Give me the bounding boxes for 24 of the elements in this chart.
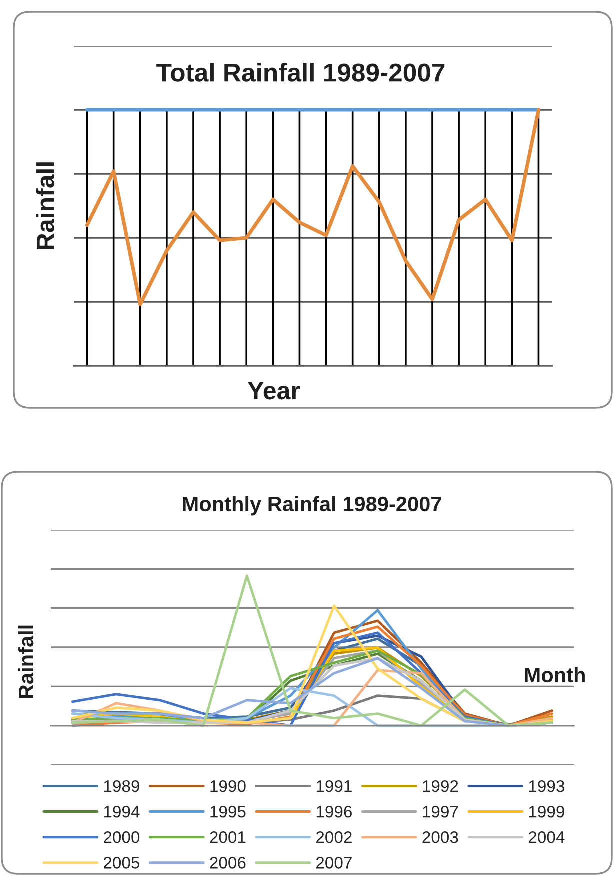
legend-label: 2003 [422, 832, 458, 844]
legend-label: 2002 [316, 832, 352, 844]
legend-label: 2004 [528, 832, 565, 844]
legend-label: 1997 [423, 806, 458, 818]
y-axis-title: Rainfall [36, 162, 54, 250]
x-axis-title: Year [248, 382, 300, 400]
x-axis-title: Month [525, 667, 585, 683]
legend-label: 1990 [210, 780, 246, 792]
chart-title: Monthly Rainfal 1989-2007 [183, 496, 442, 516]
legend-label: 2006 [210, 857, 246, 869]
legend-label: 2005 [104, 857, 140, 869]
legend-label: 2001 [210, 832, 246, 844]
legend-label: 1991 [316, 780, 352, 792]
y-axis-title: Rainfall [18, 626, 34, 698]
legend-label: 1992 [423, 780, 458, 792]
legend-label: 1999 [529, 806, 564, 818]
legend-label: 1995 [210, 806, 246, 818]
legend-label: 1994 [104, 806, 140, 818]
legend-label: 2000 [104, 832, 140, 844]
legend-label: 1993 [529, 780, 564, 792]
chart-title: Total Rainfall 1989-2007 [156, 63, 445, 82]
legend-label: 1996 [316, 806, 352, 818]
legend-label: 1989 [104, 780, 140, 792]
legend-label: 2007 [316, 857, 352, 869]
